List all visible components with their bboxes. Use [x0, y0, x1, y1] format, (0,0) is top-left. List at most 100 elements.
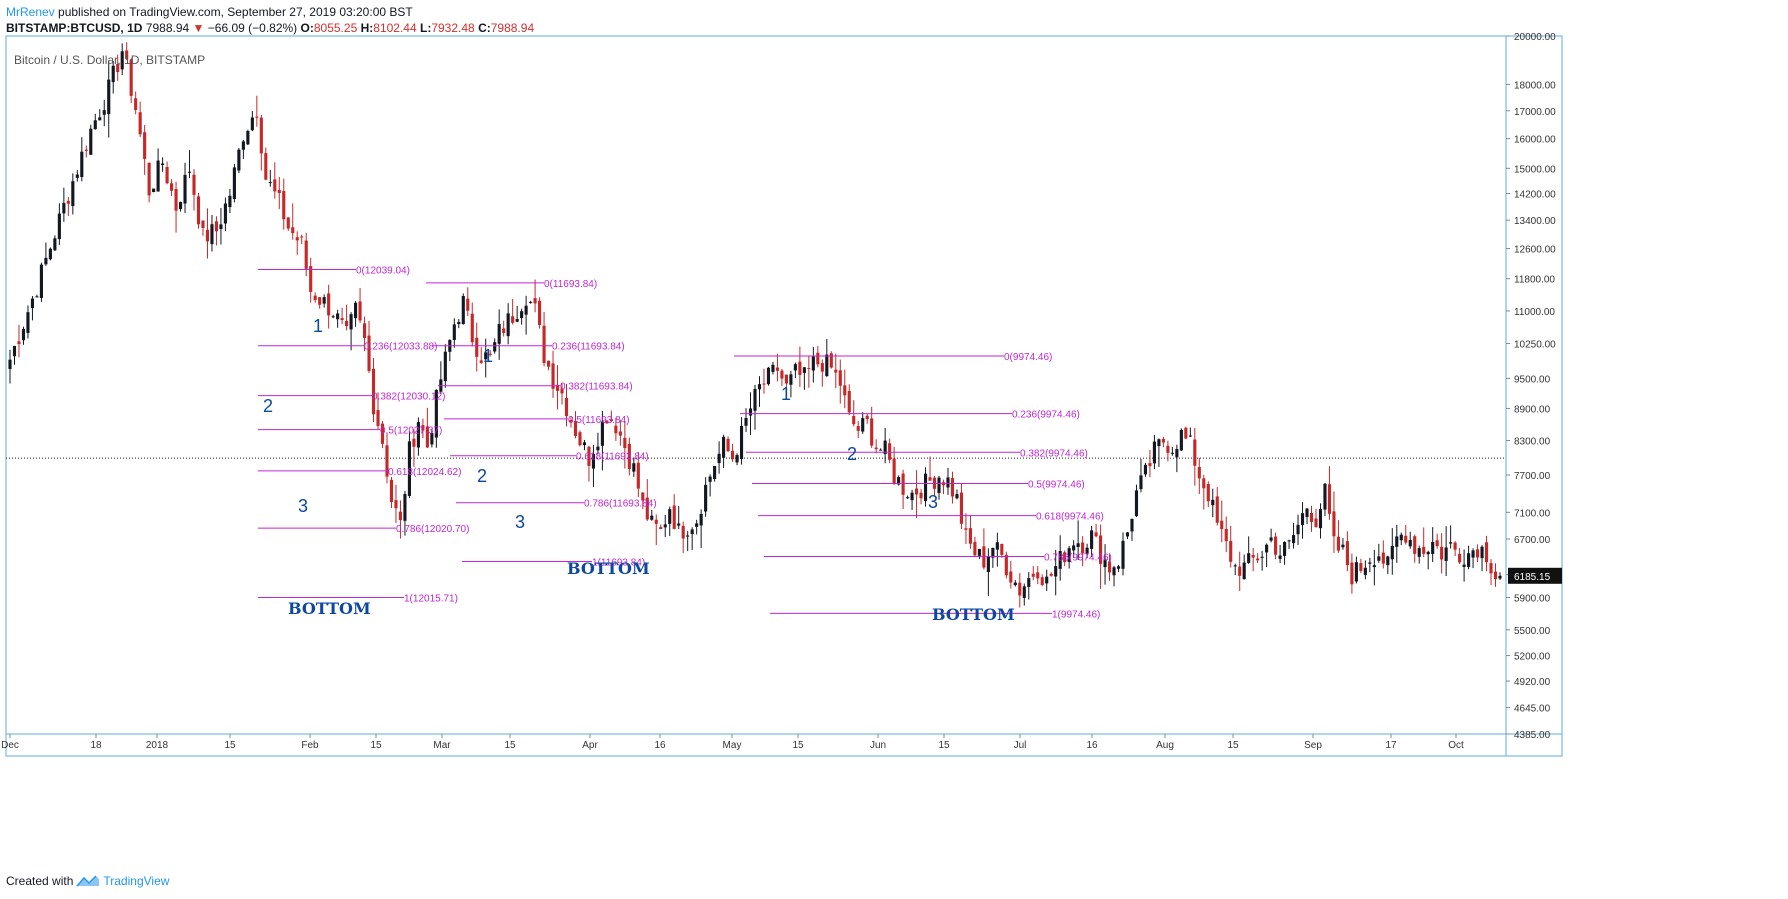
candle-body	[1381, 552, 1385, 564]
candle-body	[825, 354, 829, 377]
fib-level-label: 0.618(11693.84)	[576, 452, 649, 463]
author-link[interactable]: MrRenev	[6, 5, 55, 19]
candle-body	[713, 466, 717, 479]
candle-body	[551, 363, 555, 389]
candle-body	[461, 295, 465, 325]
candle-body	[852, 416, 856, 425]
time-tick-label: 18	[90, 740, 102, 751]
candle-body	[663, 524, 667, 528]
fib-level-label: 0.5(9974.46)	[1028, 479, 1085, 490]
candle-body	[520, 311, 524, 319]
candle-body	[1018, 582, 1022, 596]
candle-body	[1283, 542, 1287, 556]
candle-body	[416, 422, 420, 448]
candle-body	[434, 389, 438, 438]
candle-body	[165, 166, 169, 184]
candle-body	[686, 535, 690, 537]
time-tick-label: Aug	[1156, 740, 1174, 751]
bottom-annotation: BOTTOM	[288, 599, 371, 618]
candle-body	[430, 433, 434, 445]
candle-body	[219, 224, 223, 229]
candle-body	[798, 361, 802, 375]
candle-body	[1152, 441, 1156, 464]
candle-body	[484, 352, 488, 360]
candle-body	[300, 236, 304, 238]
candle-body	[1484, 542, 1489, 563]
candle-body	[1112, 567, 1116, 576]
candle-body	[223, 203, 227, 224]
candle-body	[264, 153, 268, 180]
candle-body	[367, 335, 371, 371]
candle-body	[502, 328, 506, 333]
candle-body	[650, 515, 654, 520]
price-tick-label: 16000.00	[1514, 135, 1556, 146]
candle-body	[793, 364, 797, 371]
candle-body	[802, 367, 806, 373]
candle-body	[178, 201, 183, 210]
candle-body	[21, 328, 26, 341]
price-tick-label: 4920.00	[1514, 677, 1551, 688]
candle-body	[605, 420, 609, 424]
candle-body	[708, 476, 712, 482]
candle-body	[1238, 566, 1242, 576]
candle-body	[26, 312, 30, 333]
high-value: 8102.44	[373, 21, 417, 35]
published-text: published on TradingView.com, September …	[58, 5, 413, 19]
candle-body	[156, 160, 160, 192]
candle-body	[762, 383, 766, 385]
price-tick-label: 4385.00	[1514, 730, 1551, 741]
candle-body	[466, 298, 470, 311]
symbol-line: BITSTAMP:BTCUSD, 1D 7988.94 ▼ −66.09 (−0…	[6, 20, 1706, 36]
candle-body	[497, 323, 501, 344]
candle-body	[443, 351, 447, 382]
candle-body	[1099, 535, 1103, 564]
wave-number-annotation: 3	[928, 492, 938, 512]
candle-body	[1399, 534, 1403, 541]
candle-body	[506, 313, 510, 337]
tradingview-link[interactable]: TradingView	[103, 874, 170, 888]
candle-body	[923, 473, 928, 502]
price-tick-label: 7100.00	[1514, 508, 1551, 519]
candle-body	[322, 297, 326, 304]
fib-level-label: 0.786(9974.46)	[1044, 553, 1112, 564]
candle-body	[1072, 545, 1076, 551]
candle-body	[717, 453, 721, 464]
candle-body	[1045, 576, 1049, 584]
candle-body	[677, 523, 681, 526]
candle-body	[1363, 567, 1367, 575]
candle-body	[1341, 544, 1345, 548]
candle-body	[964, 528, 968, 530]
candle-body	[946, 477, 950, 488]
price-tick-label: 5200.00	[1514, 652, 1551, 663]
candle-body	[811, 356, 815, 371]
candle-body	[1390, 545, 1394, 560]
candle-body	[1440, 546, 1444, 560]
candle-body	[8, 359, 12, 369]
candle-body	[1296, 524, 1300, 535]
candle-body	[1453, 542, 1457, 550]
time-tick-label: 15	[1227, 740, 1239, 751]
candle-body	[879, 449, 883, 451]
fib-level-label: 0.382(11693.84)	[560, 382, 633, 393]
candle-body	[968, 528, 972, 544]
candle-body	[573, 420, 578, 436]
candle-body	[80, 151, 84, 178]
fib-level-label: 0.786(11693.84)	[584, 499, 657, 510]
candle-body	[1188, 435, 1192, 437]
open-label: O:	[300, 21, 314, 35]
fib-level-label: 1(11693.84)	[592, 558, 645, 569]
candle-body	[327, 293, 331, 316]
fib-level-label: 0.236(12033.88)	[364, 342, 437, 353]
candle-body	[389, 479, 394, 503]
candle-body	[1125, 532, 1130, 537]
candle-body	[1193, 439, 1197, 466]
candle-body	[681, 525, 685, 539]
candle-body	[246, 131, 250, 145]
candle-body	[1350, 562, 1354, 585]
candle-body	[1345, 541, 1349, 566]
candle-body	[1215, 496, 1219, 523]
candle-body	[1197, 467, 1201, 479]
candle-body	[228, 195, 232, 208]
candle-body	[1022, 586, 1026, 598]
